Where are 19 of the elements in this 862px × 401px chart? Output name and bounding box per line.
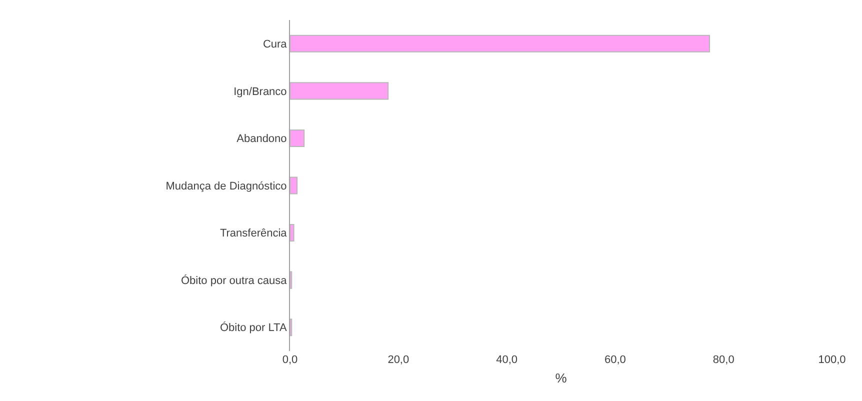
x-tick-label: 40,0: [496, 354, 518, 366]
bar: [290, 176, 298, 194]
y-tick-label: Óbito por LTA: [220, 321, 288, 334]
bar: [290, 224, 294, 242]
y-tick-label: Cura: [262, 38, 288, 50]
x-tick-label: 20,0: [388, 354, 410, 366]
y-tick-label: Mudança de Diagnóstico: [166, 180, 287, 192]
x-tick-label: 100,0: [818, 354, 846, 366]
y-tick-label: Óbito por outra causa: [181, 274, 288, 287]
bar: [290, 34, 710, 52]
x-tick-label: 60,0: [604, 354, 626, 366]
y-tick-label: Abandono: [236, 133, 287, 146]
bar: [290, 82, 389, 100]
x-tick-label: 80,0: [712, 354, 734, 366]
x-axis-title: %: [555, 370, 568, 386]
y-tick-label: Ign/Branco: [234, 86, 287, 98]
x-tick-label: 0,0: [282, 354, 298, 366]
y-tick-label: Transferência: [220, 228, 288, 240]
bar: [290, 129, 305, 147]
